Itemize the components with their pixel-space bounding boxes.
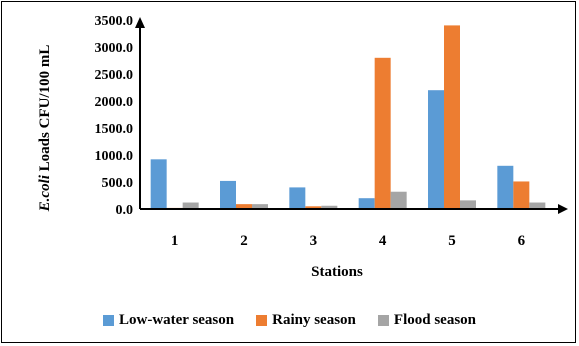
legend-swatch [256, 315, 268, 326]
x-axis-title: Stations [311, 264, 363, 280]
legend-swatch [102, 315, 114, 326]
y-tick-label: 0.0 [116, 203, 134, 218]
x-tick-label: 2 [240, 233, 248, 249]
y-axis-arrow [135, 17, 145, 28]
legend-item-rainy: Rainy season [256, 312, 356, 329]
legend-label: Low-water season [118, 312, 235, 328]
y-tick-label: 1000.0 [95, 149, 134, 164]
y-axis-ticks: 0.0 500.0 1000.0 1500.0 2000.0 2500.0 3000.0 35… [95, 14, 134, 218]
x-tick-label: 5 [448, 233, 456, 249]
bar [305, 206, 322, 209]
y-tick-label: 3500.0 [95, 14, 134, 29]
bar [321, 205, 338, 209]
x-tick-label: 6 [518, 233, 526, 249]
legend-swatch [377, 315, 389, 326]
bar [150, 159, 167, 209]
x-tick-label: 1 [171, 233, 179, 249]
bar [252, 204, 268, 209]
legend-item-flood: Flood season [377, 312, 477, 329]
x-axis-ticks: 1 2 3 4 5 6 [171, 233, 526, 249]
bar [513, 181, 530, 209]
x-tick-label: 3 [310, 233, 318, 249]
bar [374, 57, 391, 209]
bars [150, 25, 546, 210]
bar [460, 200, 476, 209]
legend-label: Rainy season [272, 312, 356, 328]
y-axis-title-rest: Loads CFU/100 mL [37, 45, 53, 175]
bar [182, 202, 199, 209]
x-tick-label: 4 [379, 233, 387, 249]
bar [220, 180, 236, 209]
bar [236, 204, 252, 209]
y-tick-label: 3000.0 [95, 41, 134, 56]
bar [529, 202, 546, 209]
x-axis-arrow [558, 204, 568, 214]
bar [428, 90, 444, 209]
legend-label: Flood season [393, 312, 477, 328]
y-tick-label: 1500.0 [95, 122, 134, 137]
y-tick-label: 2500.0 [95, 68, 134, 83]
bar [444, 25, 460, 210]
y-tick-label: 2000.0 [95, 95, 134, 110]
legend: Low-water season Rainy season Flood seas… [0, 312, 579, 329]
bar [497, 165, 514, 209]
legend-item-low-water: Low-water season [102, 312, 235, 329]
y-tick-label: 500.0 [102, 176, 134, 191]
bar [390, 191, 407, 209]
y-axis-title-italic: E.coli [37, 174, 53, 212]
y-axis-title: E.coli Loads CFU/100 mL [37, 45, 53, 213]
bar [289, 187, 306, 209]
bar [358, 198, 375, 209]
